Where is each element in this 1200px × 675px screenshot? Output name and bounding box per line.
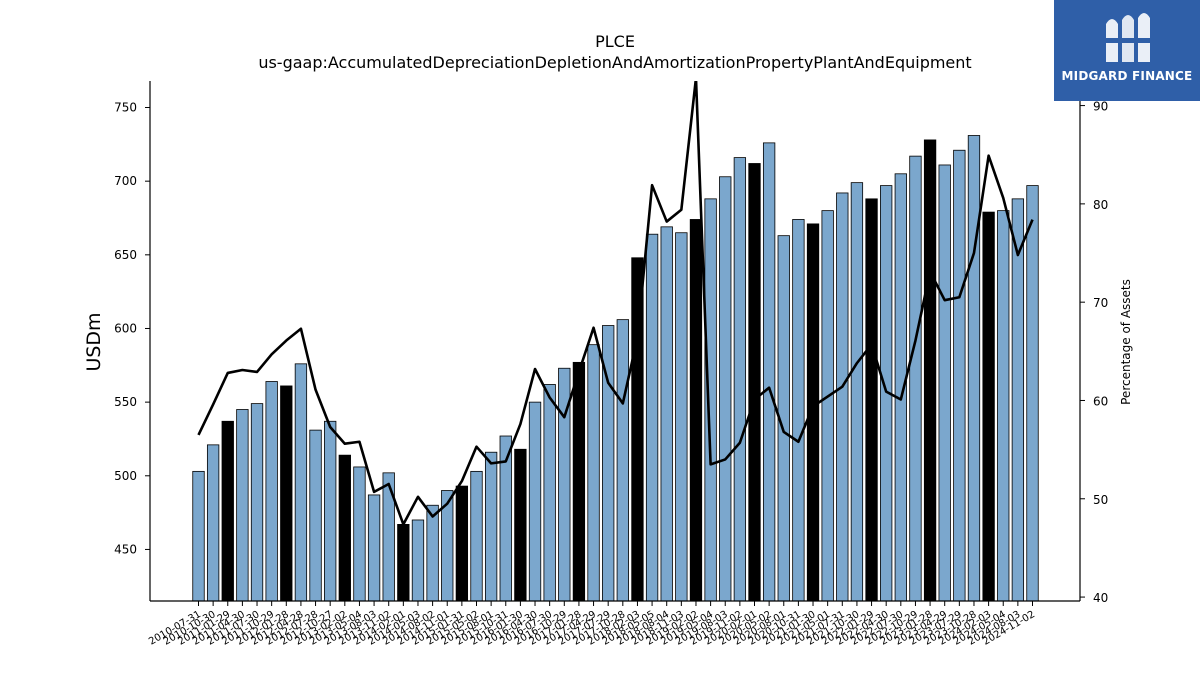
y-tick-label-right: 50 <box>1093 493 1108 507</box>
bar-2017-10-28 <box>616 319 629 602</box>
bar-2010-10-30 <box>206 444 220 602</box>
chart-subtitle: us-gaap:AccumulatedDepreciationDepletion… <box>258 53 971 72</box>
bar-2020-10-31 <box>792 219 805 602</box>
bar-2018-11-03 <box>675 232 688 602</box>
y-tick-label-right: 70 <box>1093 296 1108 310</box>
bar-2014-08-02 <box>426 504 439 602</box>
bar-2021-07-31 <box>836 192 849 602</box>
bar-2017-04-29 <box>587 344 600 602</box>
bar-2020-05-02 <box>762 142 776 602</box>
y-tick-label-left: 700 <box>114 174 137 188</box>
bar-2013-05-04 <box>353 466 366 602</box>
bar-2018-02-03 <box>631 257 644 602</box>
y-tick-label-right: 40 <box>1093 591 1108 605</box>
bar-2016-01-30 <box>514 448 527 602</box>
bar-2023-10-28 <box>967 135 981 602</box>
bar-2024-02-03 <box>982 211 995 602</box>
bar-2024-11-02 <box>1026 185 1039 602</box>
bar-2012-01-28 <box>280 385 293 602</box>
bar-2016-07-30 <box>543 384 556 602</box>
bar-2015-05-02 <box>470 470 483 602</box>
bar-2017-01-28 <box>572 361 586 602</box>
y-tick-label-left: 600 <box>114 321 137 335</box>
bar-2018-05-05 <box>645 233 659 602</box>
bar-2019-02-02 <box>689 219 703 602</box>
y-tick-label-right: 60 <box>1093 394 1108 408</box>
bar-2013-08-03 <box>367 494 381 602</box>
bar-2024-08-03 <box>1011 198 1025 602</box>
bar-2018-08-04 <box>660 226 673 602</box>
y-tick-label-right: 90 <box>1093 100 1108 114</box>
bar-2013-02-02 <box>338 454 351 602</box>
bar-2024-05-04 <box>997 210 1010 602</box>
y-tick-label-right: 80 <box>1093 198 1108 212</box>
bar-2011-04-30 <box>236 409 249 602</box>
bar-2014-05-03 <box>411 519 425 602</box>
bar-2010-07-31 <box>192 470 205 602</box>
y-axis-label-left: USDm <box>83 312 105 371</box>
bar-2012-04-28 <box>294 363 308 602</box>
y-tick-label-left: 650 <box>114 248 137 262</box>
y-tick-label-left: 750 <box>114 101 137 115</box>
bar-2022-10-29 <box>909 155 922 602</box>
bar-2016-04-30 <box>528 401 542 602</box>
chart-axes: 4505005506006507007504050607080902010-07… <box>114 81 1108 648</box>
bar-2022-01-29 <box>865 198 878 602</box>
y-tick-label-left: 500 <box>114 469 137 483</box>
percentage-line-series <box>197 81 1034 526</box>
bar-2011-07-30 <box>250 403 264 602</box>
bar-2021-01-30 <box>806 223 820 602</box>
bar-2019-05-04 <box>704 198 717 602</box>
bar-2014-02-01 <box>397 524 410 602</box>
y-tick-label-left: 550 <box>114 395 137 409</box>
bar-series <box>192 135 1039 602</box>
brand-name: MIDGARD FINANCE <box>1061 69 1193 83</box>
bar-2011-10-29 <box>265 381 278 602</box>
bar-2023-01-28 <box>923 139 937 602</box>
bar-2023-04-29 <box>938 164 951 602</box>
bar-2019-08-03 <box>719 176 732 602</box>
bar-2011-01-29 <box>221 420 234 602</box>
bar-2015-01-31 <box>455 485 469 602</box>
chart-title: PLCE <box>595 32 635 51</box>
midgard-finance-logo: MIDGARD FINANCE <box>1054 0 1200 101</box>
percentage-of-assets-line <box>197 81 1034 526</box>
bar-2019-11-02 <box>733 157 747 602</box>
y-tick-label-left: 450 <box>114 542 137 556</box>
bar-2012-07-28 <box>309 429 322 602</box>
bar-2020-02-01 <box>748 163 761 602</box>
bar-2012-10-27 <box>324 420 337 602</box>
bar-2021-05-01 <box>821 210 834 602</box>
midgard-logo-icon <box>1102 13 1154 62</box>
y-axis-label-right: Percentage of Assets <box>1119 279 1133 405</box>
bar-2021-10-30 <box>850 182 864 602</box>
bar-2023-07-29 <box>953 149 966 602</box>
bar-2015-08-01 <box>484 451 498 602</box>
